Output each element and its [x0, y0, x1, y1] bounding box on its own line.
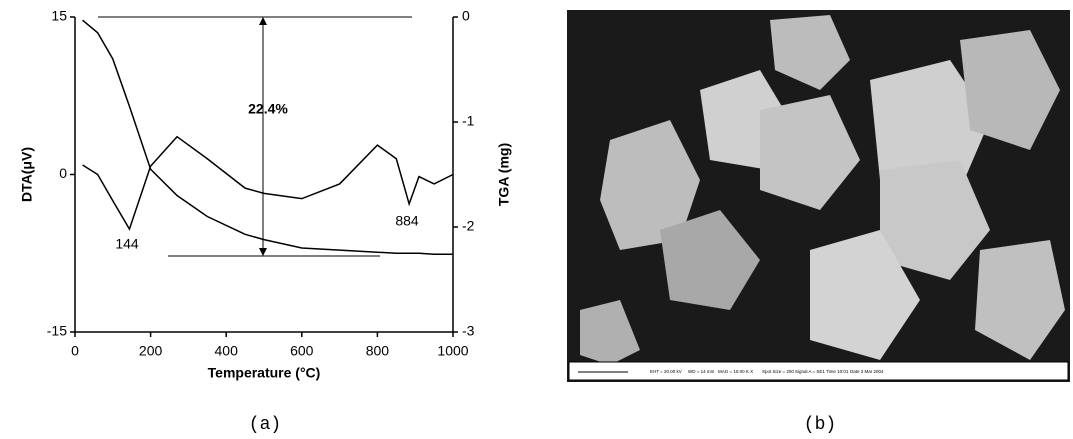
y-axis-label: DTA(μV): [19, 147, 35, 202]
micrograph-info: WD = 14 mm: [688, 369, 715, 374]
x-tick-label: 400: [215, 343, 239, 359]
micrograph-info: Time 10:01: [826, 369, 849, 374]
micrograph-info: MAG = 10.00 K X: [718, 369, 753, 374]
y2-tick-label: -1: [462, 113, 475, 129]
x-axis-label: Temperature (°C): [208, 365, 321, 381]
series-line: [82, 135, 454, 231]
micrograph: [567, 10, 1070, 382]
y-tick-label: -15: [47, 323, 67, 339]
micrograph-info: Date 3 Mar 2004: [850, 369, 884, 374]
y2-tick-label: 0: [462, 8, 470, 24]
y2-tick-label: -2: [462, 218, 475, 234]
x-tick-label: 200: [139, 343, 163, 359]
x-tick-label: 0: [71, 343, 79, 359]
annotation: 884: [395, 213, 419, 229]
caption: (a): [249, 415, 281, 435]
y2-axis-label: TGA (mg): [496, 143, 512, 206]
x-tick-label: 1000: [437, 343, 468, 359]
caption: (b): [804, 415, 836, 435]
annotation: 144: [115, 236, 139, 252]
y-tick-label: 0: [59, 165, 67, 181]
y2-tick-label: -3: [462, 323, 475, 339]
micrograph-info: Signal A = SE1: [795, 369, 825, 374]
micrograph-info: Spot Size = 200: [762, 369, 794, 374]
x-tick-label: 600: [290, 343, 314, 359]
y-tick-label: 15: [51, 8, 67, 24]
series-line: [82, 19, 453, 256]
annotation: 22.4%: [248, 101, 288, 117]
micrograph-info: EHT = 20.00 kV: [650, 369, 682, 374]
x-tick-label: 800: [366, 343, 390, 359]
